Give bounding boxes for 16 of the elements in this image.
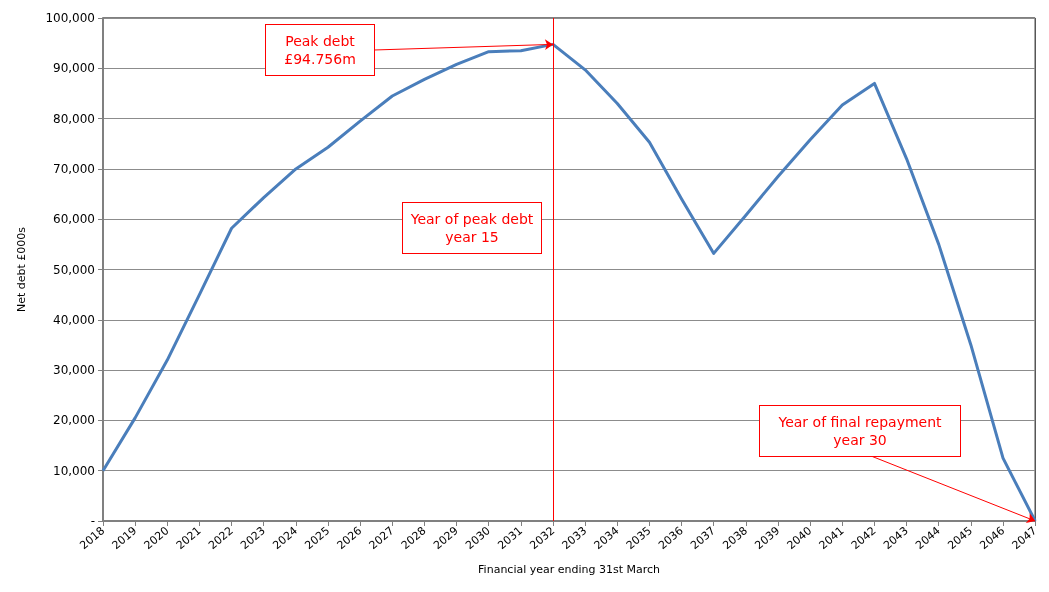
x-axis-title: Financial year ending 31st March: [478, 563, 661, 576]
annotation: Peak debt £94.756m: [284, 33, 356, 67]
y-tick-label: 80,000: [53, 111, 95, 126]
y-axis-title: Net debt £000s: [15, 226, 28, 313]
y-tick-label: 70,000: [53, 161, 95, 176]
ref-line-label: Year of peak debt year 15: [409, 211, 534, 245]
y-tick-label: -: [90, 514, 95, 528]
y-tick-label: 40,000: [53, 312, 95, 327]
y-tick-label: 50,000: [53, 262, 95, 277]
y-tick-label: 10,000: [53, 463, 95, 478]
annotation: Year of final repayment year 30: [777, 414, 943, 448]
y-tick-label: 90,000: [53, 61, 95, 76]
y-tick-label: 100,000: [45, 11, 95, 25]
y-tick-label: 30,000: [53, 363, 95, 378]
y-tick-label: 60,000: [53, 212, 95, 227]
y-tick-label: 20,000: [53, 413, 95, 428]
